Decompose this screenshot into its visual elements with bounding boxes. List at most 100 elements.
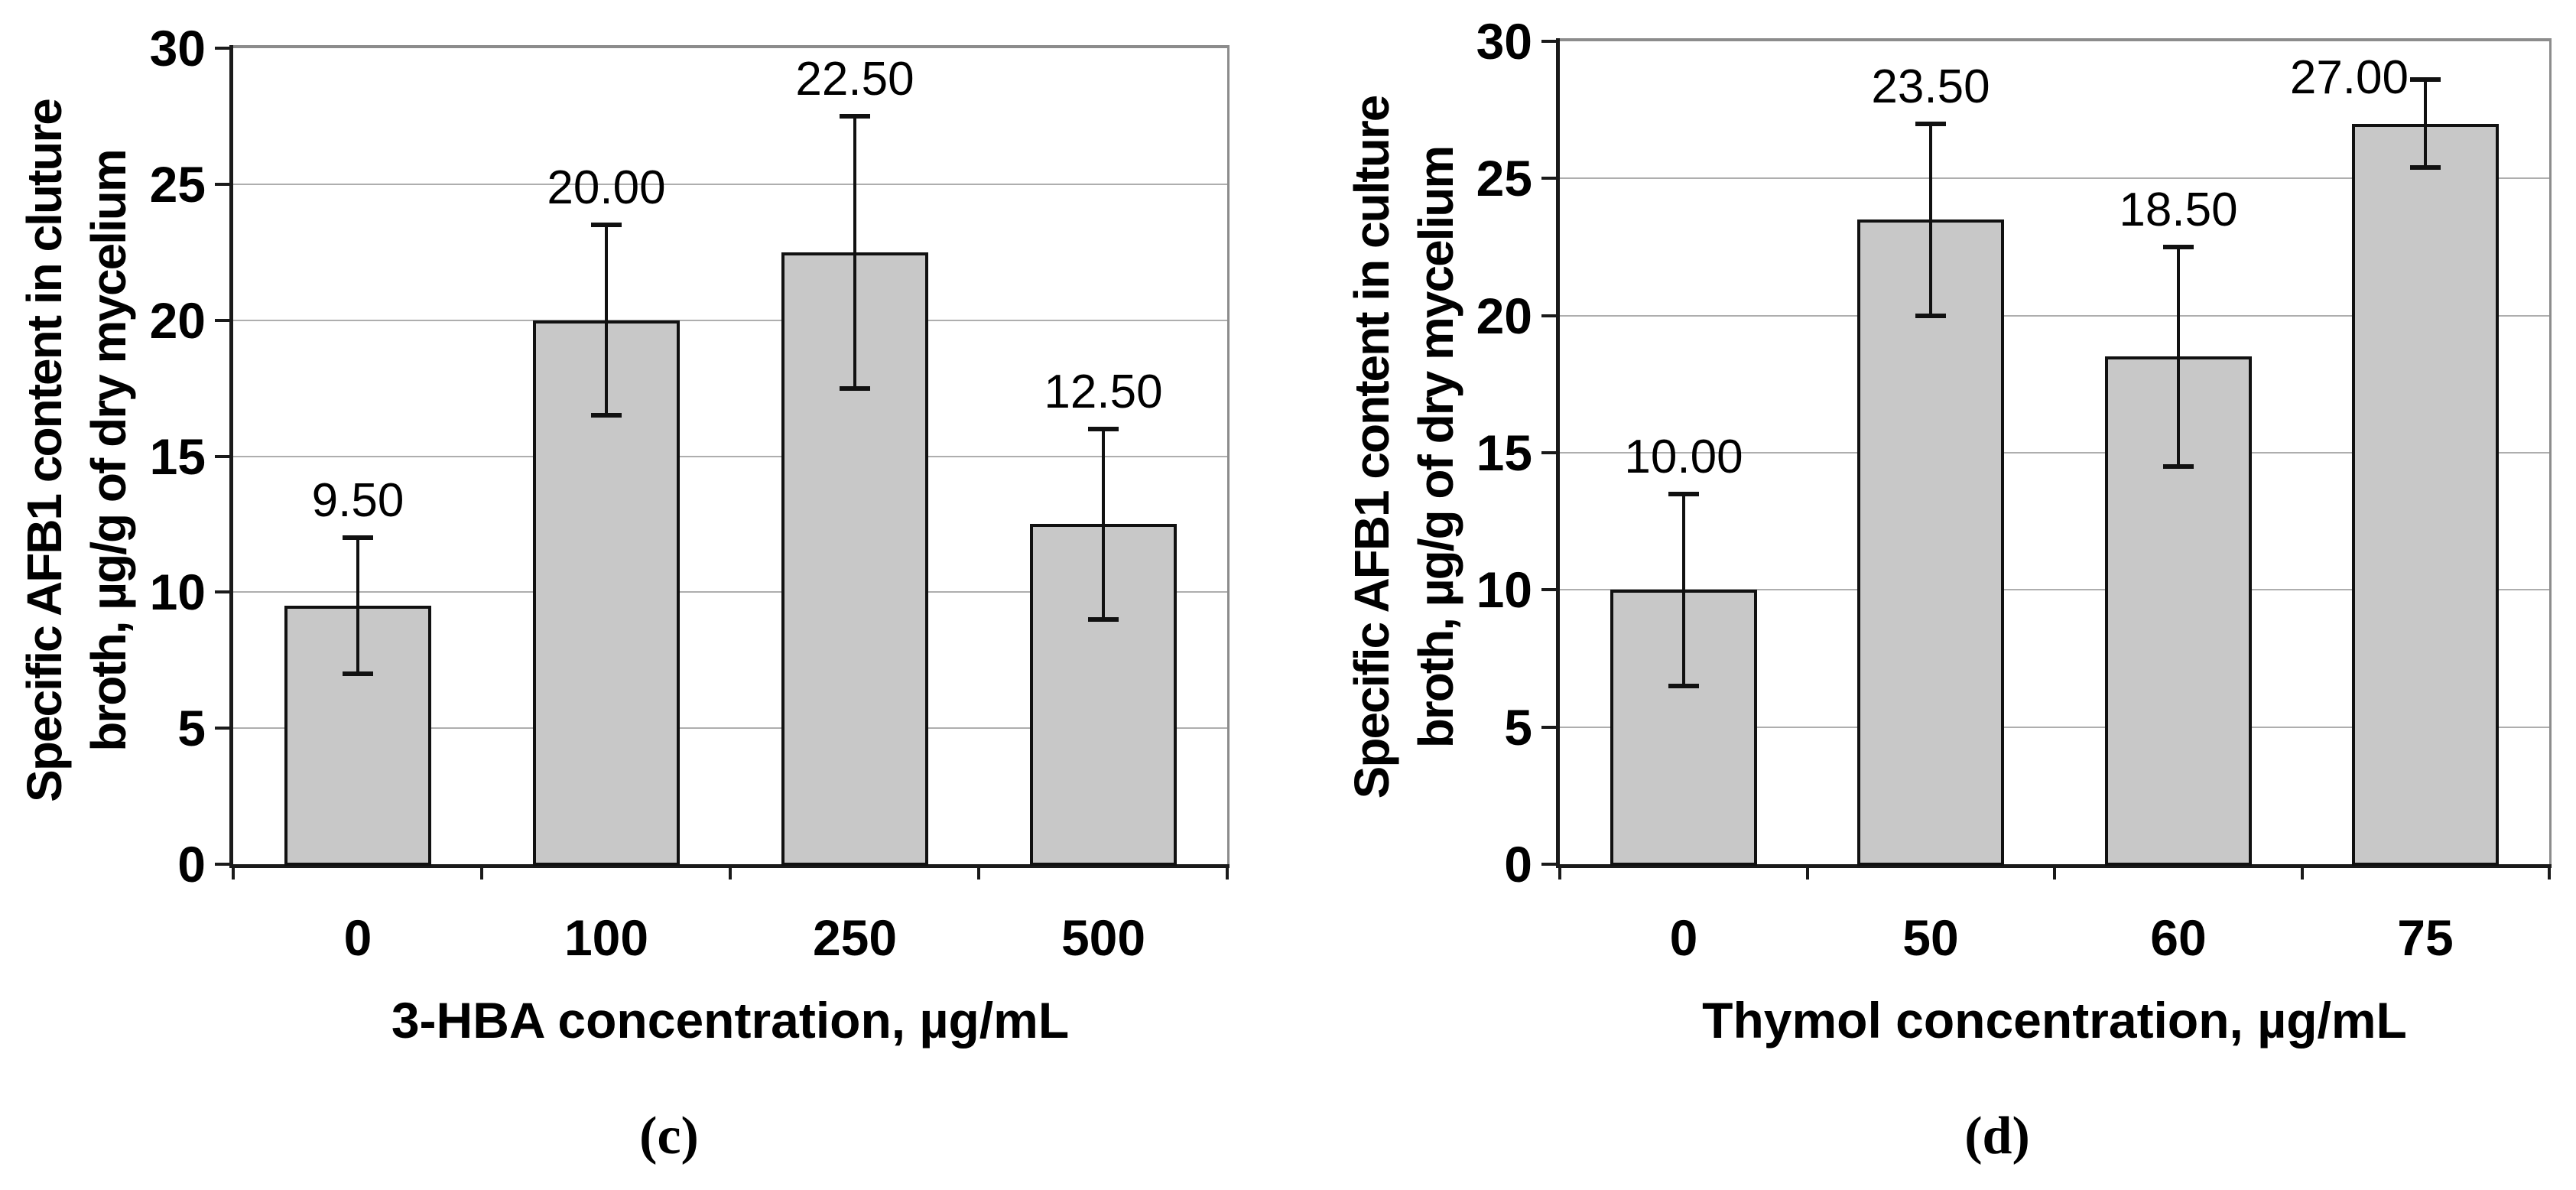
y-tick-mark bbox=[1541, 863, 1560, 866]
plot-border-top bbox=[1560, 38, 2552, 41]
error-bar-cap-top bbox=[2163, 245, 2194, 249]
y-tick-label: 15 bbox=[1476, 424, 1532, 481]
y-tick-mark bbox=[215, 319, 233, 322]
error-bar-cap-bottom bbox=[1088, 617, 1119, 622]
error-bar bbox=[1929, 124, 1932, 316]
plot-border-right bbox=[1227, 45, 1230, 864]
plot-border-top bbox=[233, 45, 1230, 48]
y-tick-mark bbox=[215, 727, 233, 730]
x-tick-label: 50 bbox=[1902, 909, 1959, 966]
gridline bbox=[233, 591, 1227, 593]
error-bar bbox=[1102, 429, 1105, 619]
error-bar bbox=[356, 538, 359, 674]
error-bar bbox=[853, 116, 856, 389]
x-tick-label: 75 bbox=[2397, 909, 2454, 966]
y-tick-label: 30 bbox=[1476, 13, 1532, 70]
y-tick-label: 25 bbox=[1476, 150, 1532, 206]
x-tick-mark bbox=[977, 864, 980, 879]
y-tick-mark bbox=[1541, 40, 1560, 43]
y-tick-label: 10 bbox=[1476, 561, 1532, 618]
error-bar-cap-top bbox=[1668, 492, 1699, 496]
data-label: 18.50 bbox=[2119, 184, 2238, 236]
y-tick-label: 30 bbox=[149, 20, 206, 76]
x-tick-mark bbox=[1226, 864, 1229, 879]
y-tick-label: 10 bbox=[149, 564, 206, 620]
y-tick-mark bbox=[1541, 177, 1560, 180]
error-bar-cap-bottom bbox=[591, 413, 622, 418]
y-tick-label: 15 bbox=[149, 428, 206, 485]
y-tick-mark bbox=[215, 455, 233, 458]
gridline bbox=[233, 456, 1227, 457]
y-tick-mark bbox=[1541, 314, 1560, 317]
y-tick-mark bbox=[215, 183, 233, 186]
error-bar bbox=[2424, 80, 2427, 167]
data-label: 27.00 bbox=[2289, 51, 2409, 104]
data-label: 12.50 bbox=[1044, 366, 1163, 418]
y-tick-label: 20 bbox=[1476, 288, 1532, 344]
y-tick-mark bbox=[215, 590, 233, 593]
y-tick-label: 20 bbox=[149, 292, 206, 349]
x-tick-label: 0 bbox=[1669, 909, 1698, 966]
error-bar bbox=[605, 225, 608, 415]
y-tick-label: 5 bbox=[177, 700, 206, 756]
error-bar-cap-bottom bbox=[1915, 314, 1946, 318]
panel-caption: (d) bbox=[1964, 1107, 2030, 1166]
error-bar-cap-top bbox=[591, 223, 622, 227]
y-tick-mark bbox=[1541, 588, 1560, 591]
y-tick-label: 0 bbox=[177, 836, 206, 892]
bar bbox=[2105, 356, 2252, 866]
x-tick-label: 250 bbox=[812, 909, 898, 966]
x-tick-mark bbox=[1558, 864, 1561, 879]
gridline bbox=[233, 320, 1227, 321]
error-bar-cap-top bbox=[840, 114, 870, 119]
data-label: 10.00 bbox=[1624, 431, 1743, 483]
y-tick-mark bbox=[1541, 451, 1560, 454]
y-tick-mark bbox=[215, 863, 233, 866]
bar bbox=[781, 252, 928, 866]
y-tick-label: 5 bbox=[1504, 699, 1532, 756]
x-tick-mark bbox=[2548, 864, 2551, 879]
gridline bbox=[1560, 589, 2549, 590]
y-tick-label: 25 bbox=[149, 156, 206, 213]
error-bar-cap-bottom bbox=[2410, 165, 2441, 170]
gridline bbox=[233, 184, 1227, 185]
error-bar-cap-top bbox=[343, 535, 373, 540]
x-tick-mark bbox=[232, 864, 235, 879]
gridline bbox=[1560, 727, 2549, 728]
x-tick-label: 100 bbox=[564, 909, 649, 966]
x-tick-mark bbox=[2301, 864, 2304, 879]
x-tick-label: 0 bbox=[343, 909, 372, 966]
data-label: 22.50 bbox=[795, 53, 914, 106]
gridline bbox=[1560, 315, 2549, 317]
gridline bbox=[1560, 177, 2549, 179]
error-bar-cap-top bbox=[1915, 122, 1946, 126]
x-tick-mark bbox=[480, 864, 483, 879]
gridline bbox=[1560, 452, 2549, 454]
data-label: 9.50 bbox=[311, 474, 404, 527]
panel-caption: (c) bbox=[639, 1107, 699, 1166]
error-bar-cap-top bbox=[1088, 427, 1119, 431]
x-tick-mark bbox=[1806, 864, 1809, 879]
x-tick-label: 500 bbox=[1061, 909, 1146, 966]
error-bar-cap-bottom bbox=[2163, 464, 2194, 469]
y-tick-mark bbox=[215, 47, 233, 50]
error-bar bbox=[1682, 494, 1685, 686]
error-bar bbox=[2177, 247, 2180, 467]
y-tick-mark bbox=[1541, 726, 1560, 729]
bar bbox=[1857, 219, 2004, 866]
y-tick-label: 0 bbox=[1504, 836, 1532, 892]
error-bar-cap-bottom bbox=[840, 386, 870, 391]
error-bar-cap-top bbox=[2410, 77, 2441, 82]
bar bbox=[2352, 124, 2499, 866]
x-tick-label: 60 bbox=[2150, 909, 2207, 966]
gridline bbox=[233, 727, 1227, 729]
x-axis-title: 3-HBA concentration, µg/mL bbox=[391, 992, 1070, 1049]
x-tick-mark bbox=[2053, 864, 2056, 879]
x-axis-title: Thymol concentration, µg/mL bbox=[1702, 992, 2407, 1049]
error-bar-cap-bottom bbox=[343, 671, 373, 676]
data-label: 20.00 bbox=[547, 161, 666, 214]
data-label: 23.50 bbox=[1871, 60, 1990, 113]
